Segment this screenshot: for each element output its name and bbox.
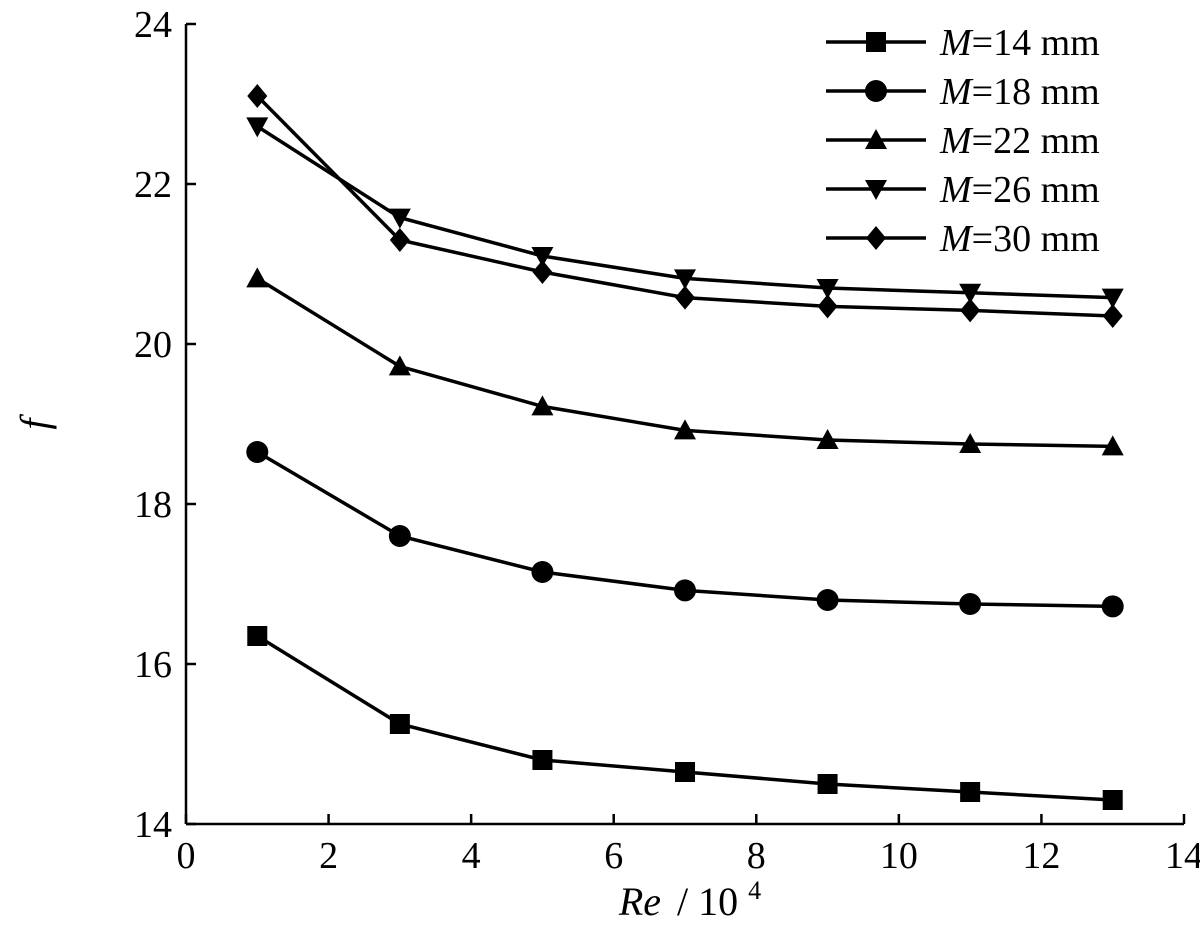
- x-tick-label: 14: [1165, 835, 1200, 877]
- x-tick-label: 0: [177, 835, 196, 877]
- data-point: [531, 247, 554, 267]
- data-point: [674, 579, 696, 602]
- data-point: [532, 260, 553, 284]
- data-point: [389, 228, 410, 252]
- legend-label-value: =30 mm: [972, 218, 1100, 260]
- y-tick-label: 14: [134, 804, 172, 846]
- data-point: [531, 395, 554, 416]
- legend-entry: M=14 mm: [826, 22, 1100, 64]
- x-axis-title-variable: Re: [618, 879, 661, 924]
- data-point: [388, 525, 411, 547]
- legend-label: M=26 mm: [939, 169, 1100, 211]
- data-point: [247, 84, 268, 108]
- x-ticks: 0 2 4 6 8 10 12 14: [177, 814, 1200, 877]
- data-point: [674, 419, 696, 440]
- data-point: [246, 441, 269, 463]
- legend-entry: M=18 mm: [826, 71, 1100, 113]
- legend: M=14 mmM=18 mmM=22 mmM=26 mmM=30 mm: [826, 22, 1100, 260]
- series-triangle-up: [246, 267, 1124, 456]
- legend-label-value: =22 mm: [972, 120, 1100, 162]
- axes: [184, 24, 1184, 826]
- data-point: [388, 208, 411, 229]
- legend-marker: [865, 180, 887, 200]
- legend-entry: M=30 mm: [826, 218, 1100, 260]
- x-tick-label: 2: [319, 835, 338, 877]
- x-axis-title: Re / 10 4: [618, 876, 761, 924]
- legend-marker: [865, 80, 887, 102]
- y-tick-label: 24: [134, 4, 172, 46]
- legend-label-value: =26 mm: [972, 169, 1100, 211]
- data-point: [960, 298, 981, 323]
- data-point: [817, 294, 838, 319]
- series-layer: [246, 84, 1124, 810]
- data-point: [388, 355, 411, 376]
- data-point: [532, 750, 553, 770]
- data-point: [959, 283, 982, 304]
- data-point: [246, 117, 269, 138]
- series-circle: [246, 441, 1124, 618]
- legend-label-variable: M: [939, 71, 974, 113]
- y-axis-title: f: [12, 414, 57, 430]
- x-tick-label: 8: [747, 835, 766, 877]
- data-point: [817, 774, 838, 794]
- legend-label-variable: M: [939, 218, 974, 260]
- x-tick-label: 10: [880, 835, 918, 877]
- data-point: [1102, 790, 1123, 810]
- data-point: [674, 269, 696, 290]
- legend-label-variable: M: [939, 22, 974, 64]
- x-axis-title-exponent: 4: [748, 876, 761, 905]
- data-point: [531, 561, 554, 583]
- y-tick-label: 16: [134, 644, 172, 686]
- legend-label: M=22 mm: [939, 120, 1100, 162]
- data-point: [389, 714, 410, 734]
- x-tick-label: 12: [1022, 835, 1060, 877]
- legend-marker: [865, 129, 887, 149]
- legend-label-value: =14 mm: [972, 22, 1100, 64]
- data-point: [960, 782, 981, 802]
- legend-label-variable: M: [939, 169, 974, 211]
- legend-label: M=14 mm: [939, 22, 1100, 64]
- legend-label: M=30 mm: [939, 218, 1100, 260]
- data-point: [816, 429, 839, 449]
- y-tick-label: 20: [134, 324, 172, 366]
- series-diamond: [247, 84, 1123, 328]
- series-triangle-down: [246, 117, 1124, 309]
- data-point: [1101, 288, 1124, 309]
- legend-marker: [866, 32, 886, 52]
- legend-marker: [866, 226, 886, 250]
- data-point: [675, 762, 695, 782]
- legend-label-variable: M: [939, 120, 974, 162]
- x-tick-label: 6: [604, 835, 623, 877]
- data-point: [959, 433, 982, 453]
- data-point: [1101, 435, 1124, 456]
- series-square: [247, 626, 1123, 810]
- data-point: [1102, 304, 1123, 328]
- data-point: [959, 593, 982, 615]
- data-point: [246, 267, 269, 288]
- legend-label-value: =18 mm: [972, 71, 1100, 113]
- data-point: [816, 279, 839, 299]
- y-tick-label: 22: [134, 164, 172, 206]
- data-point: [675, 285, 695, 310]
- x-tick-label: 4: [462, 835, 481, 877]
- data-point: [247, 626, 268, 646]
- legend-entry: M=26 mm: [826, 169, 1100, 211]
- legend-entry: M=22 mm: [826, 120, 1100, 162]
- data-point: [1101, 595, 1124, 618]
- data-point: [816, 589, 839, 611]
- y-tick-label: 18: [134, 484, 172, 526]
- y-ticks: 14 16 18 20 22 24: [134, 4, 196, 846]
- legend-label: M=18 mm: [939, 71, 1100, 113]
- x-axis-title-unit: / 10: [677, 879, 738, 924]
